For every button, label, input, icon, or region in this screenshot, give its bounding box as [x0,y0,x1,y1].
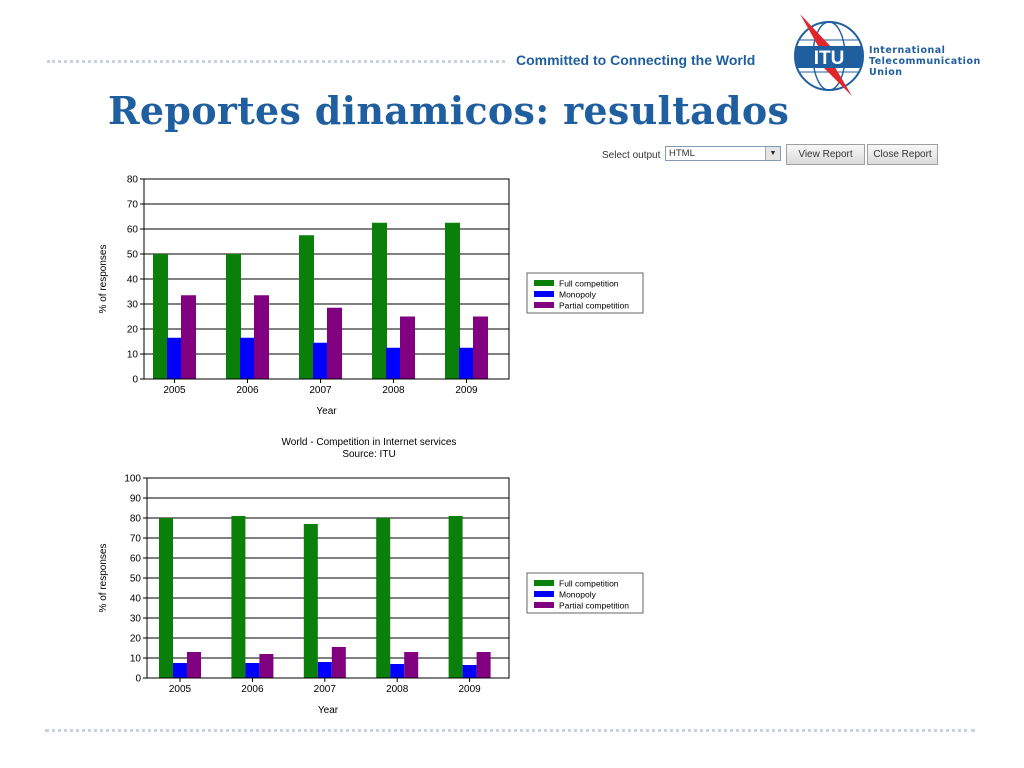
x-tick-label: 2006 [241,684,264,695]
bar [445,222,460,379]
bar [153,254,168,379]
bar [476,652,491,678]
org-name-line-1: International [869,45,946,56]
bar [299,235,314,379]
y-tick-label: 30 [127,300,139,311]
y-tick-label: 40 [127,275,139,286]
chart-subtitle: Source: ITU [342,449,395,460]
legend-swatch [534,591,554,597]
bar [181,295,196,379]
bar [173,663,187,678]
legend-swatch [534,302,554,308]
plot-frame [143,178,510,380]
bar [167,337,182,379]
bar [254,295,269,379]
y-tick-label: 0 [132,375,138,386]
y-tick-label: 50 [127,250,139,261]
bar [390,664,405,678]
y-axis-title: % of responses [98,544,109,613]
org-name: International Telecommunication Union [869,45,981,78]
y-tick-label: 0 [135,674,141,685]
close-report-button[interactable]: Close Report [867,144,938,165]
x-tick-label: 2007 [314,684,337,695]
output-select-value: HTML [669,148,695,159]
bar [240,337,255,379]
header-divider [47,60,505,63]
bar [313,342,328,379]
x-tick-label: 2009 [458,684,481,695]
bar [303,524,318,678]
y-tick-label: 60 [130,554,142,565]
y-tick-label: 70 [130,534,142,545]
bar [372,222,387,379]
x-axis-title: Year [316,406,337,417]
x-tick-label: 2009 [455,385,478,396]
y-tick-label: 50 [130,574,142,585]
x-tick-label: 2008 [382,385,405,396]
bar [448,516,463,678]
plot-frame [146,477,510,679]
y-tick-label: 100 [124,474,141,485]
legend-label: Full competition [559,279,619,289]
bar [226,254,241,379]
legend-swatch [534,291,554,297]
x-tick-label: 2007 [309,385,332,396]
x-axis-title: Year [318,705,339,716]
legend-label: Partial competition [559,601,629,611]
y-tick-label: 80 [127,175,139,186]
bar [404,652,419,678]
y-tick-label: 20 [127,325,139,336]
legend-label: Partial competition [559,301,629,311]
itu-logo-icon: ITU [794,14,864,96]
view-report-button[interactable]: View Report [786,144,865,165]
select-output-label: Select output [602,150,661,161]
bar [159,518,173,678]
y-tick-label: 60 [127,225,139,236]
dropdown-arrow-icon[interactable]: ▼ [765,147,780,160]
output-select[interactable]: HTML ▼ [665,146,781,161]
x-tick-label: 2005 [169,684,192,695]
legend-swatch [534,280,554,286]
chart-title: World - Competition in Internet services [282,437,457,448]
bar [317,662,332,678]
org-name-line-2: Telecommunication [869,56,981,67]
legend-label: Monopoly [559,290,597,300]
bar [245,663,260,678]
tagline: Committed to Connecting the World [516,52,756,68]
bar [459,347,474,379]
report-toolbar: Select output HTML ▼ View Report Close R… [596,144,938,166]
y-tick-label: 80 [130,514,142,525]
y-tick-label: 10 [130,654,142,665]
bar [462,665,477,678]
y-tick-label: 70 [127,200,139,211]
bar [400,316,415,379]
bar [331,647,346,678]
y-axis-title: % of responses [98,245,109,314]
bar [376,518,391,678]
page-title: Reportes dinamicos: resultados [108,88,790,133]
legend-label: Full competition [559,579,619,589]
legend-label: Monopoly [559,590,597,600]
bar [187,652,201,678]
bar [259,654,274,678]
y-tick-label: 20 [130,634,142,645]
bar [231,516,246,678]
x-tick-label: 2005 [163,385,186,396]
bar [473,316,488,379]
legend-swatch [534,602,554,608]
bar [327,307,342,379]
x-tick-label: 2008 [386,684,409,695]
y-tick-label: 30 [130,614,142,625]
y-tick-label: 10 [127,350,139,361]
bar [386,347,401,379]
footer-divider [45,729,975,732]
legend-swatch [534,580,554,586]
y-tick-label: 90 [130,494,142,505]
svg-text:ITU: ITU [814,48,845,69]
org-name-line-3: Union [869,67,903,78]
y-tick-label: 40 [130,594,142,605]
x-tick-label: 2006 [236,385,259,396]
